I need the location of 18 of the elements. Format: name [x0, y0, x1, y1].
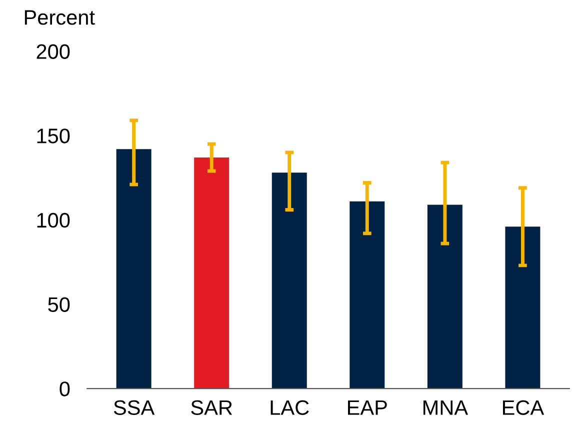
bar — [116, 149, 152, 389]
y-tick-label: 50 — [48, 297, 70, 312]
y-axis-title: Percent — [24, 10, 95, 25]
bar — [505, 226, 540, 389]
y-tick-label: 150 — [37, 128, 70, 144]
x-tick-label: SAR — [191, 400, 232, 415]
x-tick-label: LAC — [270, 400, 309, 415]
bar — [350, 201, 385, 389]
x-tick-label: ECA — [503, 400, 544, 415]
bar — [194, 158, 230, 389]
y-tick-label: 0 — [60, 382, 70, 396]
y-tick-label: 100 — [37, 212, 70, 228]
bar — [272, 172, 307, 389]
bar — [427, 204, 462, 389]
y-tick-label: 200 — [36, 44, 70, 59]
x-tick-label: MNA — [423, 400, 468, 415]
x-tick-label: EAP — [348, 400, 387, 415]
x-tick-label: SSA — [114, 400, 155, 415]
